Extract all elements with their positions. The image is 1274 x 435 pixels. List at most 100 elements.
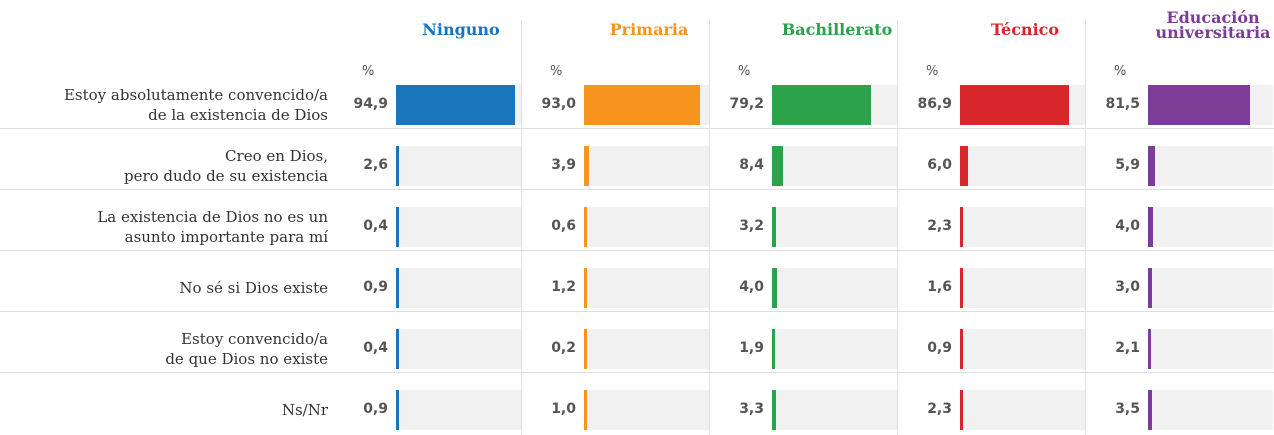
bar <box>1148 206 1153 247</box>
unit-label: % <box>926 64 939 79</box>
value-label: 3,0 <box>1115 278 1140 295</box>
bar-track <box>584 206 709 247</box>
bar <box>1148 328 1151 369</box>
bar <box>584 145 589 186</box>
value-label: 0,6 <box>551 217 576 234</box>
row-label: No sé si Dios existe <box>179 278 328 297</box>
bar-track <box>396 206 521 247</box>
row-separator <box>0 311 1274 312</box>
value-label: 1,9 <box>739 339 764 356</box>
bar-track <box>960 328 1085 369</box>
value-label: 4,0 <box>739 278 764 295</box>
value-label: 0,9 <box>927 339 952 356</box>
value-label: 8,4 <box>739 156 764 173</box>
value-label: 2,3 <box>927 217 952 234</box>
bar <box>396 328 399 369</box>
value-label: 2,3 <box>927 400 952 417</box>
value-label: 94,9 <box>353 95 388 112</box>
value-label: 0,4 <box>363 339 388 356</box>
legend-entry: Educación universitaria <box>1155 8 1271 42</box>
bar-track <box>1148 206 1273 247</box>
value-label: 0,2 <box>551 339 576 356</box>
row-separator <box>0 189 1274 190</box>
bar <box>396 145 400 186</box>
bar-track <box>396 328 521 369</box>
value-label: 3,3 <box>739 400 764 417</box>
value-label: 3,5 <box>1115 400 1140 417</box>
row-label: Estoy convencido/a de que Dios no existe <box>165 329 328 368</box>
bar-track <box>584 267 709 308</box>
bar-track <box>772 206 897 247</box>
value-label: 3,2 <box>739 217 764 234</box>
bar <box>396 84 515 125</box>
bar <box>772 389 777 430</box>
value-label: 0,4 <box>363 217 388 234</box>
column-separator <box>1085 20 1086 435</box>
column-separator <box>709 20 710 435</box>
bar-track <box>396 145 521 186</box>
value-label: 81,5 <box>1105 95 1140 112</box>
value-label: 5,9 <box>1115 156 1140 173</box>
bar-track <box>772 389 897 430</box>
bar-track <box>1148 145 1273 186</box>
bar-track <box>960 389 1085 430</box>
legend-entry: Primaria <box>609 20 689 39</box>
value-label: 1,0 <box>551 400 576 417</box>
bar <box>584 206 587 247</box>
bar <box>396 267 399 308</box>
bar-track <box>1148 267 1273 308</box>
bar <box>1148 389 1153 430</box>
column-separator <box>521 20 522 435</box>
bar-track <box>396 267 521 308</box>
row-separator <box>0 372 1274 373</box>
bar <box>772 145 783 186</box>
value-label: 86,9 <box>917 95 952 112</box>
value-label: 2,6 <box>363 156 388 173</box>
bar <box>1148 267 1152 308</box>
bar <box>584 267 587 308</box>
bar <box>960 267 963 308</box>
value-label: 93,0 <box>541 95 576 112</box>
bar-track <box>960 206 1085 247</box>
value-label: 6,0 <box>927 156 952 173</box>
bar <box>584 84 701 125</box>
unit-label: % <box>738 64 751 79</box>
value-label: 0,9 <box>363 278 388 295</box>
value-label: 1,6 <box>927 278 952 295</box>
bar <box>396 206 399 247</box>
unit-label: % <box>1114 64 1127 79</box>
bar <box>960 328 963 369</box>
bar <box>772 84 871 125</box>
bar-track <box>396 389 521 430</box>
bar <box>772 267 777 308</box>
row-label: La existencia de Dios no es un asunto im… <box>97 207 328 246</box>
column-separator <box>897 20 898 435</box>
unit-label: % <box>550 64 563 79</box>
bar-track <box>960 145 1085 186</box>
bar-track <box>584 389 709 430</box>
value-label: 2,1 <box>1115 339 1140 356</box>
row-label: Estoy absolutamente convencido/a de la e… <box>63 85 328 124</box>
value-label: 79,2 <box>729 95 764 112</box>
bar <box>960 389 963 430</box>
bar <box>960 84 1069 125</box>
row-separator <box>0 250 1274 251</box>
legend-entry: Bachillerato <box>781 20 893 39</box>
row-separator <box>0 128 1274 129</box>
bar <box>772 328 775 369</box>
value-label: 1,2 <box>551 278 576 295</box>
bar <box>584 389 587 430</box>
legend-entry: Ninguno <box>422 20 500 39</box>
value-label: 3,9 <box>551 156 576 173</box>
bar <box>960 206 963 247</box>
bar-track <box>960 267 1085 308</box>
bar-track <box>1148 328 1273 369</box>
legend-entry: Técnico <box>990 20 1060 39</box>
unit-label: % <box>362 64 375 79</box>
bar <box>396 389 399 430</box>
bar-track <box>584 328 709 369</box>
value-label: 0,9 <box>363 400 388 417</box>
bar-track <box>772 145 897 186</box>
bar-track <box>772 328 897 369</box>
